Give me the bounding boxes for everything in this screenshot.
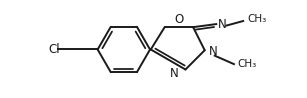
Text: CH₃: CH₃	[238, 59, 257, 69]
Text: O: O	[174, 13, 183, 26]
Text: N: N	[218, 18, 227, 31]
Text: Cl: Cl	[49, 43, 60, 56]
Text: N: N	[208, 45, 217, 58]
Text: N: N	[169, 67, 178, 80]
Text: CH₃: CH₃	[247, 15, 266, 24]
